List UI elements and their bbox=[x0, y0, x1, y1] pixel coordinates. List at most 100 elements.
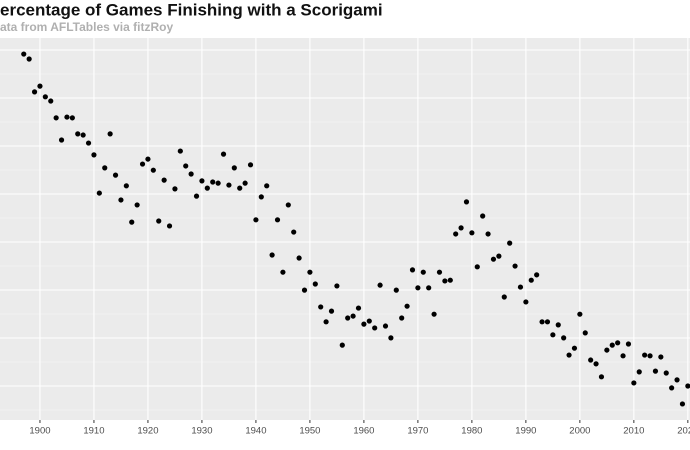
point bbox=[80, 132, 86, 138]
point bbox=[436, 269, 443, 275]
point bbox=[474, 264, 480, 270]
point bbox=[512, 263, 518, 269]
point bbox=[652, 368, 659, 374]
point bbox=[129, 219, 135, 225]
point bbox=[550, 332, 556, 338]
point bbox=[118, 197, 124, 203]
point bbox=[215, 180, 221, 186]
chart-title: ercentage of Games Finishing with a Scor… bbox=[0, 0, 383, 19]
point bbox=[620, 353, 626, 359]
point bbox=[685, 383, 690, 389]
point bbox=[301, 287, 308, 293]
point bbox=[604, 347, 610, 353]
point bbox=[469, 230, 475, 236]
point bbox=[382, 323, 389, 329]
point bbox=[112, 172, 119, 178]
point bbox=[420, 269, 426, 275]
point bbox=[296, 255, 302, 261]
point bbox=[274, 217, 281, 223]
point bbox=[598, 374, 605, 380]
point bbox=[253, 217, 259, 223]
point bbox=[150, 167, 156, 173]
point bbox=[528, 277, 534, 283]
x-tick-label: 2000 bbox=[569, 426, 590, 437]
major-grid bbox=[0, 49, 690, 387]
point bbox=[102, 165, 108, 171]
x-tick-label: 1990 bbox=[515, 426, 536, 437]
point bbox=[210, 179, 216, 185]
point bbox=[350, 313, 356, 319]
point bbox=[561, 335, 567, 341]
point bbox=[404, 303, 410, 309]
point bbox=[534, 272, 540, 278]
point bbox=[631, 380, 637, 386]
point bbox=[58, 137, 65, 143]
point bbox=[393, 287, 399, 293]
point bbox=[247, 162, 254, 168]
point bbox=[588, 357, 594, 363]
point bbox=[96, 190, 102, 196]
point bbox=[37, 83, 43, 89]
point bbox=[285, 202, 291, 208]
point bbox=[426, 285, 432, 291]
point bbox=[415, 285, 421, 291]
point bbox=[501, 294, 507, 300]
point bbox=[517, 284, 524, 290]
point bbox=[582, 330, 588, 336]
point bbox=[226, 182, 232, 188]
point bbox=[490, 256, 497, 262]
point bbox=[566, 352, 572, 358]
x-tick-label: 1940 bbox=[245, 426, 266, 437]
x-tick-label: 1970 bbox=[407, 426, 428, 437]
point bbox=[544, 319, 551, 325]
point bbox=[156, 218, 162, 224]
point bbox=[26, 56, 32, 62]
point bbox=[42, 94, 48, 100]
panel bbox=[0, 38, 690, 420]
point bbox=[636, 369, 642, 375]
x-tick-label: 1950 bbox=[299, 426, 320, 437]
point bbox=[204, 185, 210, 191]
point bbox=[399, 315, 405, 321]
point bbox=[355, 305, 362, 311]
point bbox=[647, 353, 653, 359]
point bbox=[64, 114, 70, 120]
x-tick-label: 1960 bbox=[353, 426, 374, 437]
x-tick-label: 2010 bbox=[623, 426, 644, 437]
point bbox=[123, 183, 129, 189]
point bbox=[166, 223, 173, 229]
point bbox=[318, 304, 324, 310]
point bbox=[177, 148, 183, 154]
point bbox=[334, 283, 340, 289]
point bbox=[388, 335, 394, 341]
point bbox=[199, 178, 205, 184]
x-tick-label: 1930 bbox=[191, 426, 212, 437]
point bbox=[231, 165, 237, 171]
point bbox=[507, 240, 513, 246]
point bbox=[258, 194, 264, 200]
point bbox=[269, 252, 275, 258]
point bbox=[496, 253, 502, 259]
point bbox=[609, 342, 615, 348]
point bbox=[577, 311, 583, 317]
x-tick-label: 1920 bbox=[137, 426, 158, 437]
point bbox=[85, 140, 92, 146]
point bbox=[409, 267, 416, 273]
point bbox=[172, 186, 178, 192]
x-tick-label: 1900 bbox=[29, 426, 50, 437]
point bbox=[220, 151, 227, 157]
point bbox=[463, 199, 470, 205]
x-tick-label: 2020 bbox=[677, 426, 690, 437]
point bbox=[485, 231, 491, 237]
point bbox=[107, 131, 113, 137]
point bbox=[145, 156, 151, 162]
point bbox=[139, 161, 146, 167]
point bbox=[264, 183, 270, 189]
point bbox=[539, 319, 545, 325]
point bbox=[447, 277, 453, 283]
point bbox=[134, 202, 140, 208]
point bbox=[75, 131, 81, 137]
point bbox=[69, 115, 75, 121]
point bbox=[339, 342, 345, 348]
